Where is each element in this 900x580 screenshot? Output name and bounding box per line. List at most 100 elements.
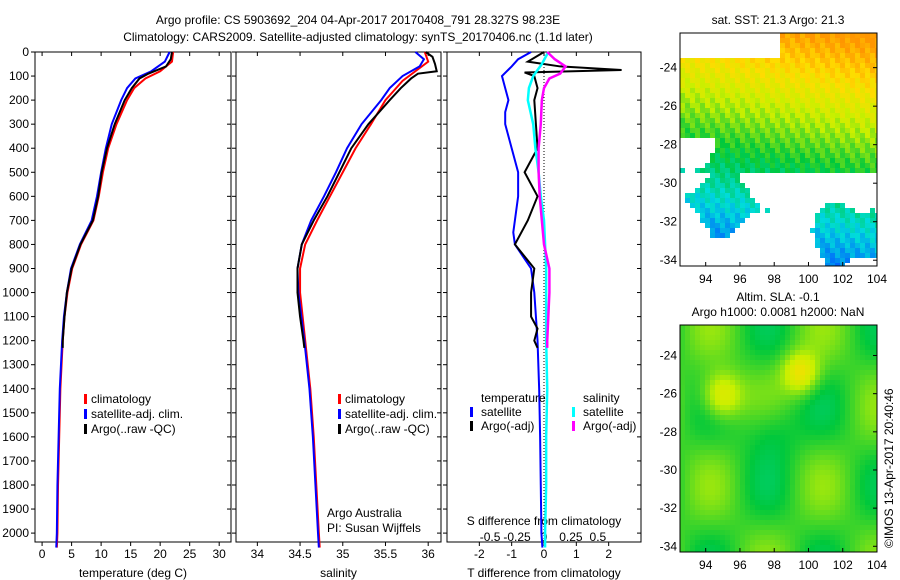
map-cell [725,515,730,520]
map-cell [760,385,765,390]
map-cell [790,520,795,525]
map-cell [725,435,730,440]
map-cell [755,545,760,550]
map-cell [730,218,735,223]
map-cell [765,375,770,380]
map-cell [845,360,850,365]
x-tick-label: 98 [768,558,782,572]
map-cell [810,500,815,505]
map-cell [730,68,735,73]
map-cell [730,535,735,540]
map-cell [820,505,825,510]
map-cell [830,243,835,248]
map-cell [715,203,720,208]
map-cell [785,440,790,445]
map-cell [785,395,790,400]
map-cell [695,345,700,350]
map-cell [865,63,870,68]
map-cell [800,163,805,168]
map-cell [685,425,690,430]
x-tick-label: 0 [541,547,548,561]
map-cell [710,158,715,163]
map-cell [735,430,740,435]
map-cell [700,113,705,118]
map-cell [875,530,877,535]
map-cell [720,330,725,335]
map-cell [725,490,730,495]
map-cell [790,375,795,380]
map-cell [745,168,750,173]
map-cell [720,525,725,530]
map-cell [780,430,785,435]
map-cell [825,405,830,410]
map-cell [725,168,730,173]
map-cell [790,425,795,430]
map-cell [755,143,760,148]
map-cell [740,158,745,163]
map-cell [785,360,790,365]
x-tick-label: 35.5 [374,547,398,561]
map-cell [810,445,815,450]
map-cell [725,173,730,178]
map-cell [855,460,860,465]
map-cell [725,465,730,470]
map-cell [795,53,800,58]
map-cell [855,78,860,83]
map-cell [750,420,755,425]
map-cell [870,380,875,385]
map-cell [785,345,790,350]
map-cell [815,153,820,158]
map-cell [765,550,770,552]
map-cell [810,460,815,465]
map-cell [710,113,715,118]
map-cell [710,233,715,238]
map-cell [830,395,835,400]
map-cell [835,133,840,138]
map-cell [740,113,745,118]
map-cell [835,500,840,505]
map-cell [820,425,825,430]
map-cell [700,480,705,485]
map-cell [805,405,810,410]
map-cell [855,73,860,78]
map-cell [825,128,830,133]
map-cell [835,258,840,263]
map-cell [875,98,877,103]
profile-line-salinity-argo-adj- [537,51,568,348]
map-cell [710,415,715,420]
map-cell [765,470,770,475]
map-cell [875,400,877,405]
map-cell [780,495,785,500]
map-cell [745,385,750,390]
map-cell [775,93,780,98]
map-cell [760,475,765,480]
map-cell [765,113,770,118]
map-cell [855,385,860,390]
map-cell [700,98,705,103]
x-tick-label: -2 [474,547,485,561]
map-cell [875,390,877,395]
map-cell [830,168,835,173]
map-cell [815,525,820,530]
map-cell [730,118,735,123]
map-cell [715,113,720,118]
map-cell [770,113,775,118]
map-cell [820,530,825,535]
map-cell [860,515,865,520]
map-cell [795,93,800,98]
map-cell [870,440,875,445]
map-cell [735,340,740,345]
map-cell [705,93,710,98]
map-cell [850,355,855,360]
map-cell [770,450,775,455]
map-cell [680,330,685,335]
map-cell [705,520,710,525]
map-cell [810,128,815,133]
map-cell [870,153,875,158]
map-cell [855,440,860,445]
map-cell [740,118,745,123]
map-cell [755,460,760,465]
map-cell [715,108,720,113]
map-cell [840,223,845,228]
